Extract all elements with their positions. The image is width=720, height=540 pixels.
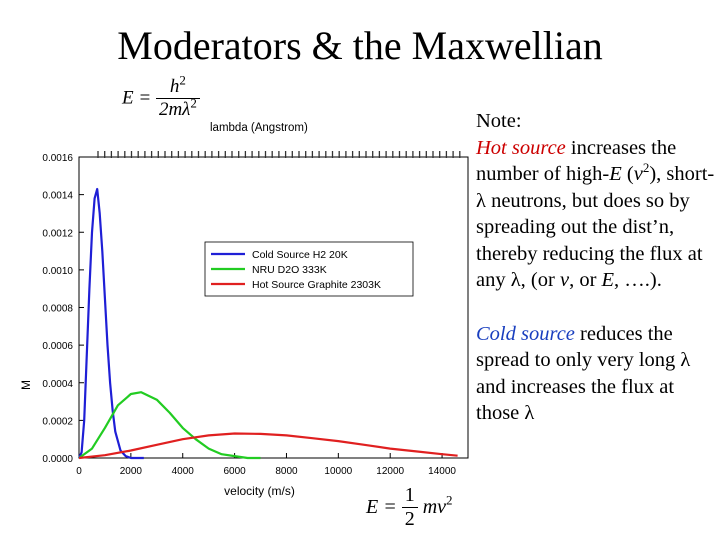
- plot-frame: [78, 156, 469, 459]
- x-tick-label: 8000: [275, 466, 298, 477]
- page-title: Moderators & the Maxwellian: [117, 23, 603, 68]
- series-line: [78, 432, 458, 460]
- formula-den-exp: 2: [190, 95, 197, 111]
- formula-denominator: 2: [404, 508, 415, 530]
- y-axis-label: M: [19, 380, 33, 390]
- note-cold-source-paragraph: Cold source reduces the spread to only v…: [476, 322, 691, 425]
- legend-label: Cold Source H2 20K: [252, 249, 348, 261]
- y-tick-label: 0.0016: [42, 153, 73, 164]
- y-tick-label: 0.0000: [42, 454, 73, 465]
- series-line: [78, 187, 144, 460]
- formula-energy-velocity: E = 1 2 mv2: [366, 484, 453, 531]
- formula-fraction: h2 2mλ2: [155, 72, 200, 121]
- formula-numerator: 1: [401, 484, 418, 508]
- legend-label: Hot Source Graphite 2303K: [252, 279, 381, 291]
- formula-num-exp: 2: [179, 72, 186, 88]
- note-panel: Note: Hot source increases the number of…: [476, 108, 716, 427]
- formula-term-exp: 2: [446, 492, 453, 508]
- x-tick-label: 2000: [120, 466, 143, 477]
- note-hot-source-paragraph: Hot source increases the number of high-…: [476, 136, 715, 292]
- x-tick-label: 10000: [324, 466, 352, 477]
- y-tick-label: 0.0012: [42, 228, 73, 239]
- series-line: [78, 391, 261, 460]
- y-tick-label: 0.0010: [42, 266, 73, 277]
- x-tick-label: 14000: [428, 466, 456, 477]
- formula-term: mv: [422, 496, 447, 518]
- formula-energy-wavelength: E = h2 2mλ2: [122, 72, 200, 121]
- legend-label: NRU D2O 333K: [252, 264, 327, 276]
- x-tick-label: 12000: [376, 466, 404, 477]
- x-tick-label: 4000: [172, 466, 195, 477]
- note-heading: Note:: [476, 110, 522, 132]
- formula-numerator: h: [169, 76, 180, 97]
- y-tick-label: 0.0002: [42, 416, 73, 427]
- formula-lhs: E =: [122, 87, 152, 109]
- formula-lhs: E =: [366, 496, 397, 518]
- x-tick-label: 0: [76, 466, 82, 477]
- x-tick-label: 6000: [223, 466, 246, 477]
- formula-fraction: 1 2: [401, 484, 418, 531]
- x-axis-label: velocity (m/s): [224, 484, 295, 498]
- top-axis-label: lambda (Angstrom): [210, 122, 308, 134]
- y-tick-label: 0.0006: [42, 341, 73, 352]
- y-tick-label: 0.0014: [42, 191, 73, 202]
- y-tick-label: 0.0004: [42, 379, 73, 390]
- formula-denominator: 2mλ: [158, 99, 191, 120]
- y-tick-label: 0.0008: [42, 304, 73, 315]
